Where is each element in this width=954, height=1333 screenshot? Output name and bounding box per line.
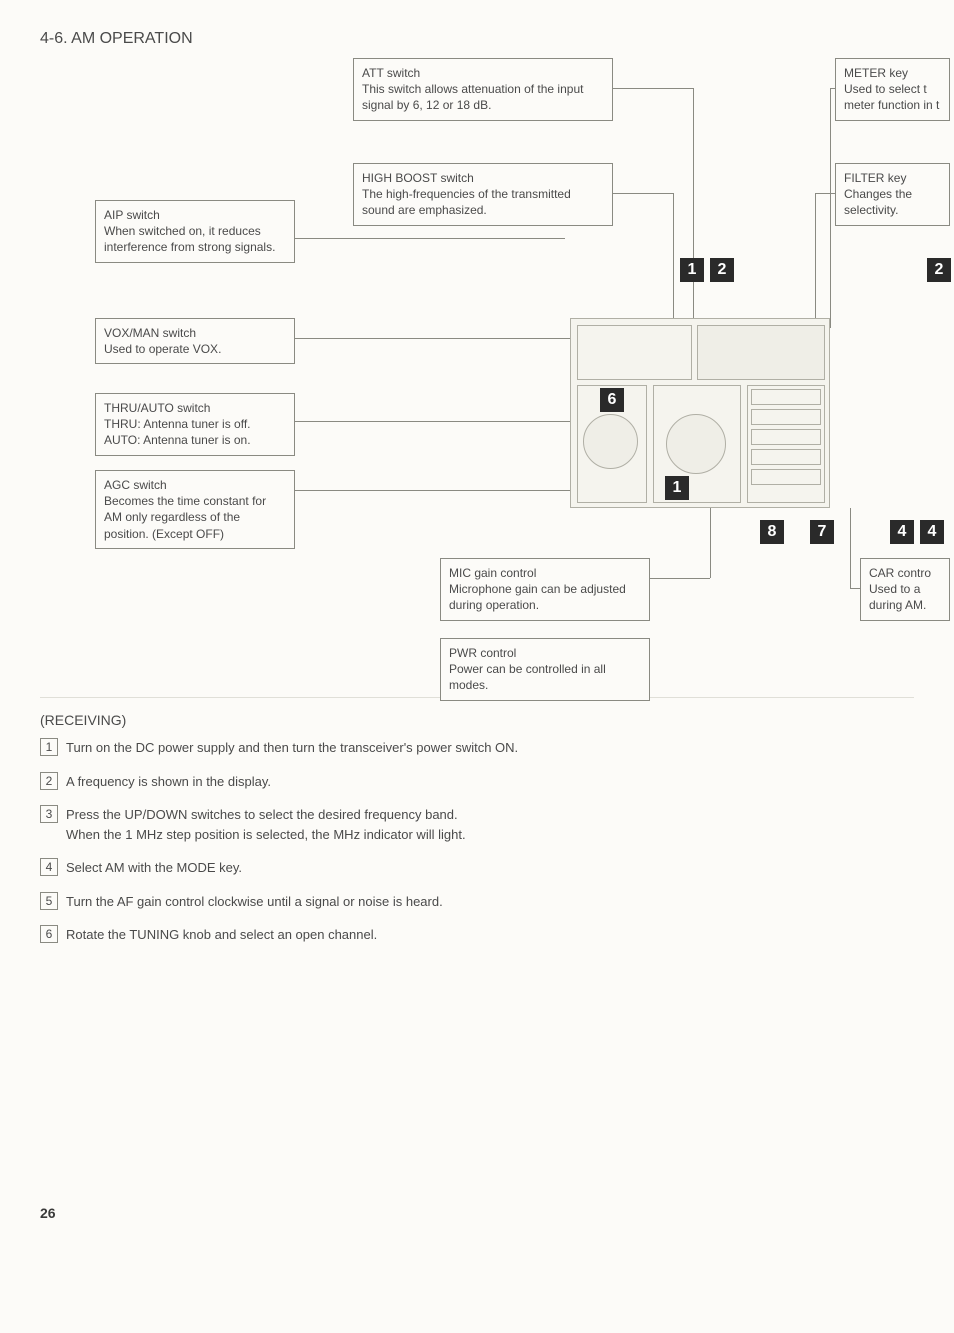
badge-1: 1 [680, 258, 704, 282]
device-knob [583, 414, 638, 469]
callout-title: HIGH BOOST switch [362, 170, 604, 186]
step-number: 5 [40, 892, 58, 910]
page-number: 26 [40, 1205, 914, 1221]
leader-line [613, 88, 693, 89]
callout-aip: AIP switch When switched on, it reduces … [95, 200, 295, 263]
leader-line [295, 421, 570, 422]
step-text: Select AM with the MODE key. [66, 858, 242, 878]
device-knob [666, 414, 726, 474]
leader-line [815, 193, 835, 194]
badge-4a: 4 [890, 520, 914, 544]
step-item: 3 Press the UP/DOWN switches to select t… [40, 805, 914, 844]
callout-line1: THRU: Antenna tuner is off. [104, 416, 286, 432]
step-text-line1: Press the UP/DOWN switches to select the… [66, 807, 458, 822]
callout-title: METER key [844, 65, 941, 81]
callout-car: CAR contro Used to a during AM. [860, 558, 950, 621]
receiving-heading: (RECEIVING) [40, 712, 914, 728]
callout-att: ATT switch This switch allows attenuatio… [353, 58, 613, 121]
section-number: 4-6. [40, 30, 68, 47]
callout-body: The high-frequencies of the transmitted … [362, 186, 604, 218]
step-number: 3 [40, 805, 58, 823]
leader-line [850, 508, 851, 588]
diagram-area: AIP switch When switched on, it reduces … [40, 58, 914, 698]
step-text-line2: When the 1 MHz step position is selected… [66, 827, 466, 842]
step-item: 4 Select AM with the MODE key. [40, 858, 914, 878]
step-number: 4 [40, 858, 58, 876]
device-row [751, 449, 821, 465]
leader-line [295, 238, 565, 239]
callout-body: This switch allows attenuation of the in… [362, 81, 604, 113]
badge-8: 8 [760, 520, 784, 544]
callout-body: Becomes the time constant for AM only re… [104, 493, 286, 542]
leader-line [815, 193, 816, 328]
leader-line [693, 88, 694, 318]
step-number: 2 [40, 772, 58, 790]
leader-line [830, 88, 835, 89]
callout-title: FILTER key [844, 170, 941, 186]
callout-meter: METER key Used to select t meter functio… [835, 58, 950, 121]
callout-title: AIP switch [104, 207, 286, 223]
callout-title: PWR control [449, 645, 641, 661]
step-text: A frequency is shown in the display. [66, 772, 271, 792]
callout-body: Changes the selectivity. [844, 186, 941, 218]
callout-line2: AUTO: Antenna tuner is on. [104, 432, 286, 448]
callout-body: Used to operate VOX. [104, 341, 286, 357]
callout-filter: FILTER key Changes the selectivity. [835, 163, 950, 226]
leader-line [830, 88, 831, 328]
badge-2: 2 [710, 258, 734, 282]
leader-line [710, 508, 711, 578]
callout-title: ATT switch [362, 65, 604, 81]
badge-2b: 2 [927, 258, 951, 282]
callout-title: THRU/AUTO switch [104, 400, 286, 416]
step-item: 6 Rotate the TUNING knob and select an o… [40, 925, 914, 945]
device-row [751, 409, 821, 425]
device-illustration [570, 318, 830, 508]
leader-line [850, 588, 860, 589]
device-row [751, 469, 821, 485]
callout-pwr: PWR control Power can be controlled in a… [440, 638, 650, 701]
callout-agc: AGC switch Becomes the time constant for… [95, 470, 295, 549]
callout-mic: MIC gain control Microphone gain can be … [440, 558, 650, 621]
leader-line [295, 338, 570, 339]
step-text: Rotate the TUNING knob and select an ope… [66, 925, 377, 945]
step-number: 6 [40, 925, 58, 943]
device-screen [697, 325, 825, 380]
callout-body: Power can be controlled in all modes. [449, 661, 641, 693]
callout-body: When switched on, it reduces interferenc… [104, 223, 286, 255]
badge-7: 7 [810, 520, 834, 544]
step-item: 2 A frequency is shown in the display. [40, 772, 914, 792]
step-item: 5 Turn the AF gain control clockwise unt… [40, 892, 914, 912]
step-number: 1 [40, 738, 58, 756]
leader-line [673, 193, 674, 318]
callout-body: Used to a during AM. [869, 581, 941, 613]
step-text: Turn on the DC power supply and then tur… [66, 738, 518, 758]
badge-4b: 4 [920, 520, 944, 544]
step-text: Turn the AF gain control clockwise until… [66, 892, 443, 912]
callout-body: Used to select t meter function in t [844, 81, 941, 113]
callout-title: VOX/MAN switch [104, 325, 286, 341]
callout-vox: VOX/MAN switch Used to operate VOX. [95, 318, 295, 364]
callout-thru: THRU/AUTO switch THRU: Antenna tuner is … [95, 393, 295, 456]
device-row [751, 429, 821, 445]
callout-title: AGC switch [104, 477, 286, 493]
leader-line [613, 193, 673, 194]
callout-title: CAR contro [869, 565, 941, 581]
leader-line [295, 490, 570, 491]
device-panel [577, 325, 692, 380]
step-list: 1 Turn on the DC power supply and then t… [40, 738, 914, 945]
step-item: 1 Turn on the DC power supply and then t… [40, 738, 914, 758]
badge-1b: 1 [665, 476, 689, 500]
section-title: 4-6. AM OPERATION [40, 30, 914, 48]
callout-body: Microphone gain can be adjusted during o… [449, 581, 641, 613]
leader-line [650, 578, 710, 579]
callout-high: HIGH BOOST switch The high-frequencies o… [353, 163, 613, 226]
section-name: AM OPERATION [71, 30, 193, 47]
device-row [751, 389, 821, 405]
badge-6: 6 [600, 388, 624, 412]
callout-title: MIC gain control [449, 565, 641, 581]
step-text: Press the UP/DOWN switches to select the… [66, 805, 466, 844]
